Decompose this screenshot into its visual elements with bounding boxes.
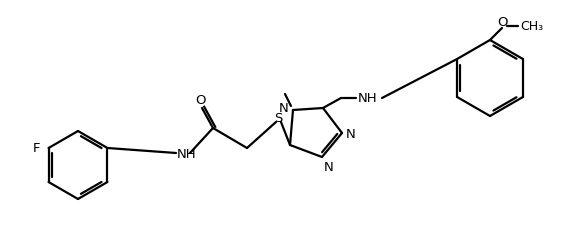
- Text: NH: NH: [177, 148, 197, 161]
- Text: S: S: [274, 113, 282, 126]
- Text: N: N: [324, 161, 334, 174]
- Text: O: O: [195, 94, 205, 108]
- Text: O: O: [498, 17, 508, 30]
- Text: CH₃: CH₃: [520, 20, 543, 33]
- Text: N: N: [346, 127, 356, 140]
- Text: NH: NH: [358, 93, 377, 105]
- Text: N: N: [280, 102, 289, 115]
- Text: F: F: [33, 142, 40, 155]
